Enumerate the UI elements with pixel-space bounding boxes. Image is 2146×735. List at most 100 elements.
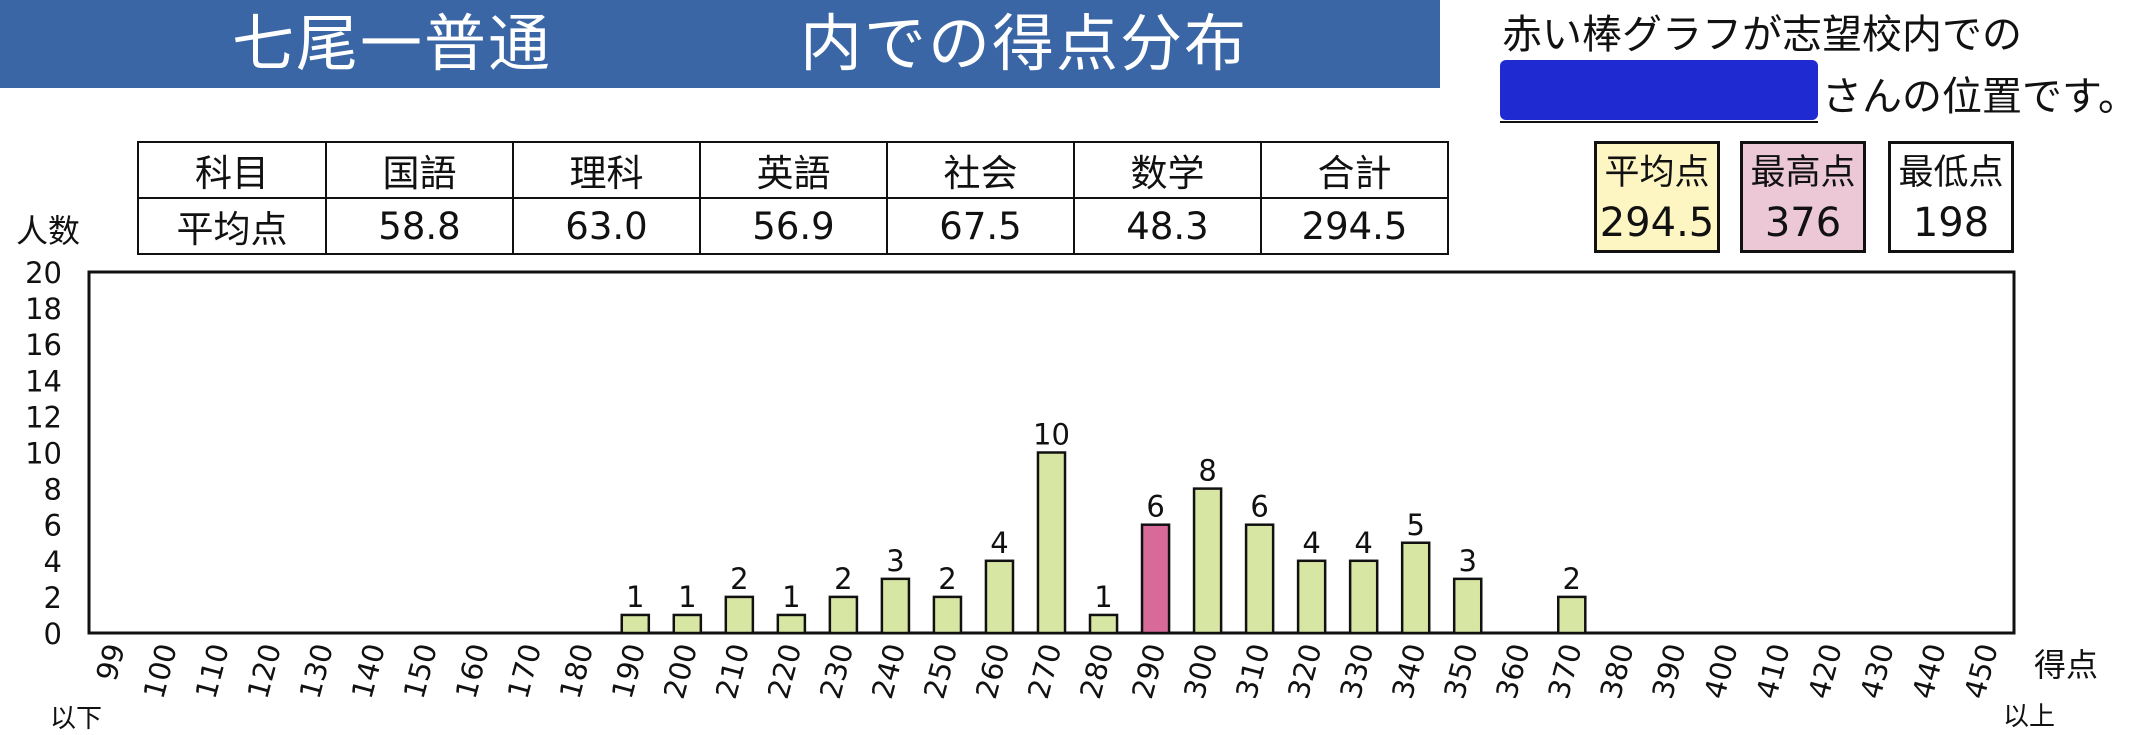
bar <box>1400 541 1431 635</box>
x-tick-label: 310 <box>1229 640 1276 702</box>
x-tick-label: 280 <box>1073 640 1120 702</box>
bar-value-label: 1 <box>782 580 800 614</box>
table-cell: 67.5 <box>886 197 1075 255</box>
table-header-cell: 数学 <box>1073 141 1262 199</box>
max-score-box: 最高点 376 <box>1740 141 1866 253</box>
max-score-label: 最高点 <box>1750 153 1856 193</box>
bar-value-label: 1 <box>678 580 696 614</box>
table-cell: 294.5 <box>1260 197 1449 255</box>
x-tick-label: 130 <box>293 640 340 702</box>
table-cell: 48.3 <box>1073 197 1262 255</box>
x-tick-label: 160 <box>449 640 496 702</box>
x-tick-label: 120 <box>241 640 288 702</box>
bar <box>1192 487 1223 635</box>
x-tick-label: 230 <box>813 640 860 702</box>
x-tick-label: 240 <box>865 640 912 702</box>
y-tick-label: 0 <box>44 617 62 651</box>
x-tick-label: 150 <box>397 640 444 702</box>
table-cell: 63.0 <box>512 197 701 255</box>
x-tick-label: 260 <box>969 640 1016 702</box>
bar-value-label: 1 <box>626 580 644 614</box>
title-banner: 七尾一普通 内での得点分布 <box>0 0 1440 88</box>
bar <box>1452 577 1483 635</box>
bar <box>1296 559 1327 635</box>
table-header-cell: 英語 <box>699 141 888 199</box>
table-header-cell: 社会 <box>886 141 1075 199</box>
table-header-row: 科目 国語 理科 英語 社会 数学 合計 <box>137 141 1449 199</box>
x-tick-label: 360 <box>1489 640 1536 702</box>
y-tick-label: 2 <box>44 581 62 615</box>
x-tick-label: 100 <box>137 640 184 702</box>
max-score-value: 376 <box>1764 200 1842 246</box>
y-tick-label: 12 <box>25 400 62 434</box>
bar <box>1348 559 1379 635</box>
x-tick-label: 250 <box>917 640 964 702</box>
bar <box>776 613 807 635</box>
min-score-value: 198 <box>1912 200 1990 246</box>
name-underline <box>1500 121 1818 123</box>
table-cell: 58.8 <box>325 197 514 255</box>
bar <box>724 595 755 635</box>
x-tick-label: 390 <box>1645 640 1692 702</box>
bar-value-label: 2 <box>1563 562 1581 596</box>
bar <box>880 577 911 635</box>
x-tick-label: 200 <box>657 640 704 702</box>
subject-average-table: 科目 国語 理科 英語 社会 数学 合計 平均点 58.8 63.0 56.9 … <box>137 141 1449 255</box>
bar-value-label: 6 <box>1250 490 1268 524</box>
x-tick-label: 440 <box>1906 640 1953 702</box>
bar <box>984 559 1015 635</box>
bar-value-label: 5 <box>1406 508 1424 542</box>
bar <box>1556 595 1587 635</box>
note-line-1: 赤い棒グラフが志望校内での <box>1502 12 2022 58</box>
bar-value-label: 2 <box>730 562 748 596</box>
redacted-name <box>1500 60 1818 120</box>
x-tick-label: 99 <box>89 640 131 684</box>
x-tick-label: 350 <box>1437 640 1484 702</box>
bar <box>932 595 963 635</box>
table-header-cell: 国語 <box>325 141 514 199</box>
bar <box>828 595 859 635</box>
bar-value-label: 8 <box>1198 454 1216 488</box>
x-tick-label: 270 <box>1021 640 1068 702</box>
bar-value-label: 6 <box>1146 490 1164 524</box>
title-distribution: 内での得点分布 <box>800 7 1249 80</box>
x-tick-label: 300 <box>1177 640 1224 702</box>
y-tick-label: 18 <box>25 292 62 326</box>
bar-value-label: 3 <box>886 544 904 578</box>
min-score-label: 最低点 <box>1898 153 2004 193</box>
x-tick-label: 420 <box>1801 640 1848 702</box>
x-tick-label: 430 <box>1854 640 1901 702</box>
x-tick-label: 190 <box>605 640 652 702</box>
x-axis-label: 得点 <box>2034 646 2099 684</box>
x-tick-label: 370 <box>1541 640 1588 702</box>
y-tick-label: 14 <box>25 364 62 398</box>
table-row-label: 平均点 <box>137 197 327 255</box>
x-tick-label: 290 <box>1125 640 1172 702</box>
x-axis-high-note: 以上 <box>2003 702 2056 732</box>
x-tick-label: 220 <box>761 640 808 702</box>
y-tick-label: 4 <box>44 545 62 579</box>
x-tick-label: 380 <box>1593 640 1640 702</box>
table-header-cell: 科目 <box>137 141 327 199</box>
x-tick-label: 170 <box>501 640 548 702</box>
x-tick-label: 330 <box>1333 640 1380 702</box>
x-tick-label: 320 <box>1281 640 1328 702</box>
bar-value-label: 4 <box>1354 526 1372 560</box>
x-tick-label: 210 <box>709 640 756 702</box>
x-tick-label: 340 <box>1385 640 1432 702</box>
bar-value-label: 1 <box>1094 580 1112 614</box>
table-cell: 56.9 <box>699 197 888 255</box>
x-tick-label: 450 <box>1958 640 2005 702</box>
table-header-cell: 合計 <box>1260 141 1449 199</box>
note-line-2: さんの位置です。 <box>1822 74 2138 120</box>
bar-value-label: 10 <box>1033 418 1070 452</box>
y-tick-label: 20 <box>25 256 62 290</box>
x-tick-label: 180 <box>553 640 600 702</box>
y-axis-label: 人数 <box>16 212 81 250</box>
bar <box>1088 613 1119 635</box>
bar <box>1244 523 1275 635</box>
bar <box>1036 451 1067 635</box>
average-score-label: 平均点 <box>1604 153 1710 193</box>
y-tick-label: 8 <box>44 473 62 507</box>
